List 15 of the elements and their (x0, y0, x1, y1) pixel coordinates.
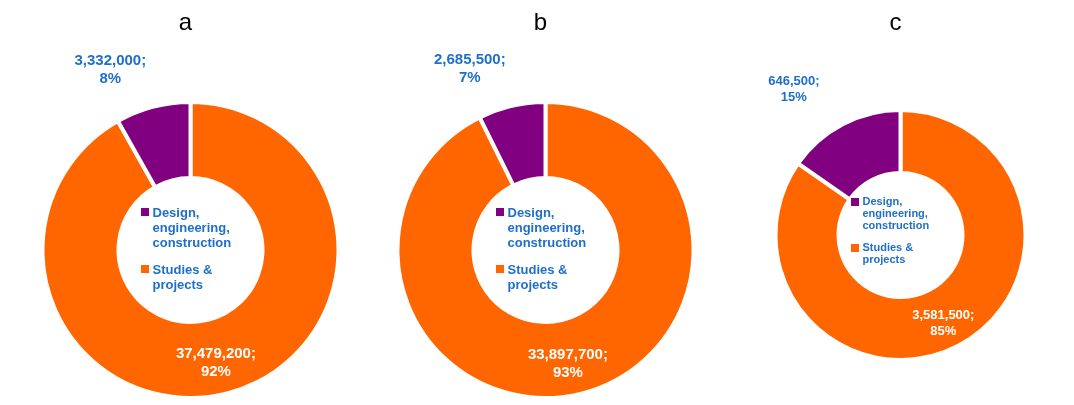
legend-label: Studies & projects (862, 241, 915, 265)
chart-title: b (532, 8, 549, 37)
legend-label: Design, engineering, construction (152, 205, 233, 250)
chart-title: c (888, 8, 903, 37)
data-label: 37,479,200; 92% (175, 344, 256, 380)
data-label: 646,500; 15% (768, 72, 820, 104)
data-label: 33,897,700; 93% (527, 344, 608, 380)
legend-label: Design, engineering, construction (862, 195, 931, 231)
data-label: 3,581,500; 85% (912, 307, 975, 338)
chart-title: a (177, 8, 194, 37)
legend-label: Studies & projects (152, 262, 214, 292)
data-label: 3,332,000; 8% (74, 50, 147, 86)
data-label: 2,685,500; 7% (433, 49, 506, 85)
legend-label: Design, engineering, construction (507, 205, 588, 250)
legend-label: Studies & projects (507, 262, 569, 292)
